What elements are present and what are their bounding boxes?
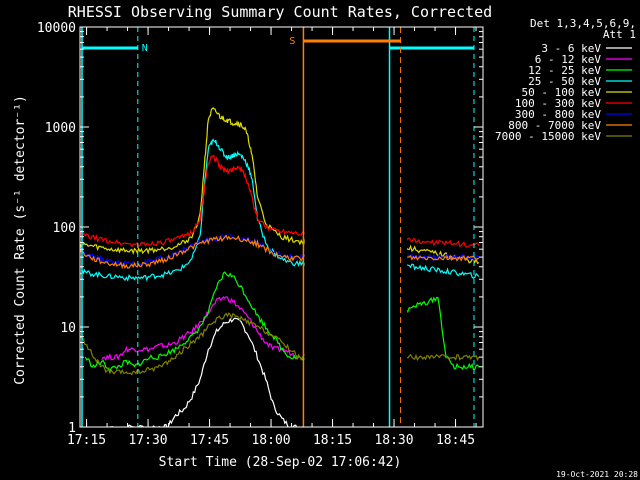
chart-title: RHESSI Observing Summary Count Rates, Co… <box>68 3 492 21</box>
x-tick-label: 17:30 <box>128 433 167 448</box>
legend-label-7: 300 - 800 keV <box>515 108 601 121</box>
chart-footer: 19-Oct-2021 20:28 <box>556 470 638 479</box>
x-tick-label: 17:15 <box>67 433 106 448</box>
night-label: N <box>142 43 148 54</box>
legend-label-8: 800 - 7000 keV <box>508 119 601 132</box>
legend-label-1: 3 - 6 keV <box>541 42 601 55</box>
axes: 17:15 17:30 17:45 18:00 18:15 18:30 18:45 1 10 10… <box>37 21 484 448</box>
series-line-8 <box>80 234 480 270</box>
saa-label: S <box>289 36 295 47</box>
legend-header-1: Att 1 <box>603 28 636 41</box>
series-line-1 <box>109 317 299 427</box>
y-tick-label: 1000 <box>45 121 76 136</box>
y-axis-label: Corrected Count Rate (s⁻¹ detector⁻¹) <box>13 95 28 385</box>
y-tick-label: 100 <box>53 221 76 236</box>
x-axis-label: Start Time (28-Sep-02 17:06:42) <box>159 455 402 470</box>
legend-label-6: 100 - 300 keV <box>515 97 601 110</box>
series-line-2 <box>101 296 299 362</box>
y-tick-label: 10000 <box>37 21 76 36</box>
x-tick-label: 18:15 <box>313 433 352 448</box>
legend-label-3: 12 - 25 keV <box>528 64 601 77</box>
x-tick-label: 18:30 <box>374 433 413 448</box>
plot-area: NS <box>80 27 480 427</box>
y-tick-label: 10 <box>60 321 76 336</box>
x-tick-label: 18:00 <box>251 433 290 448</box>
series-line-3 <box>84 271 480 373</box>
y-tick-label: 1 <box>68 421 76 436</box>
legend-label-5: 50 - 100 keV <box>522 86 602 99</box>
legend-label-4: 25 - 50 keV <box>528 75 601 88</box>
x-tick-label: 18:45 <box>436 433 475 448</box>
x-tick-label: 17:45 <box>190 433 229 448</box>
legend-label-9: 7000 - 15000 keV <box>495 130 601 143</box>
data-gap-mask <box>304 28 408 426</box>
legend-label-2: 6 - 12 keV <box>535 53 602 66</box>
legend-header-0: Det 1,3,4,5,6,9, <box>530 17 636 30</box>
series-line-9 <box>80 312 480 376</box>
